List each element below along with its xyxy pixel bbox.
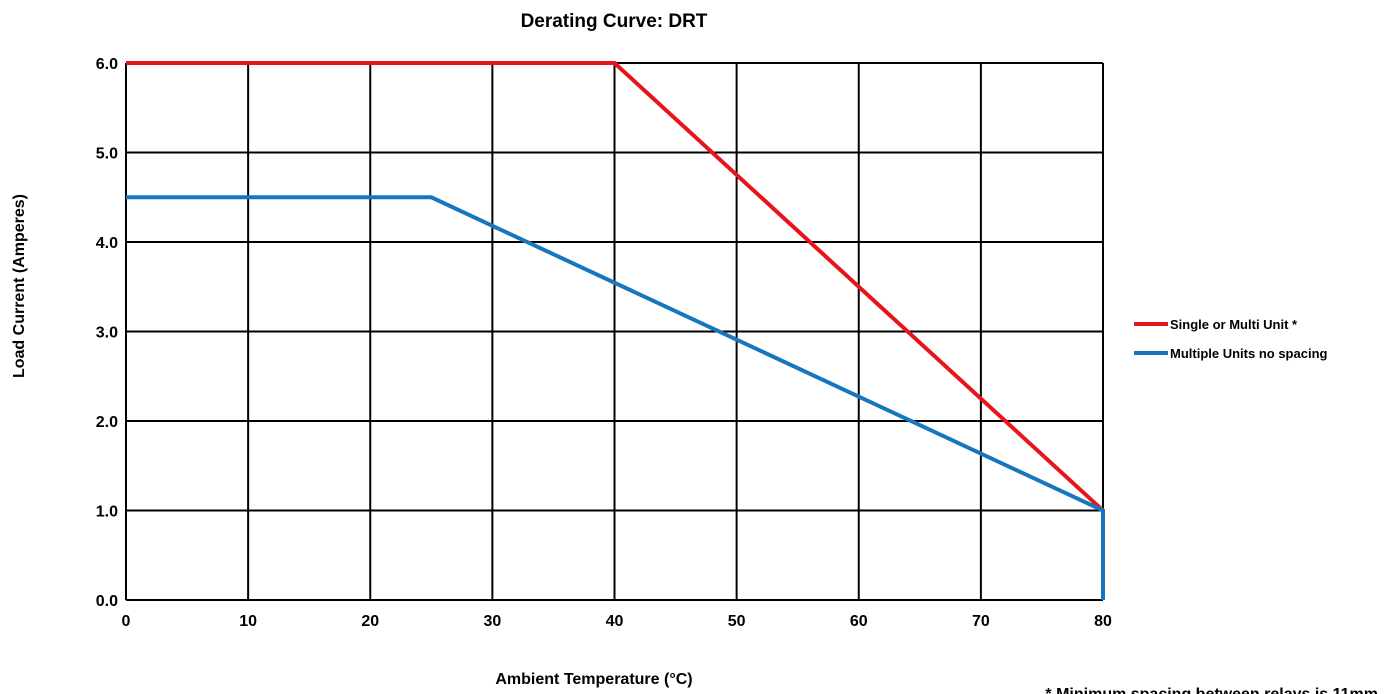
y-tick-label: 6.0 — [96, 56, 118, 73]
x-tick-label: 60 — [850, 613, 868, 630]
y-axis-ticks: 0.0 1.0 2.0 3.0 4.0 5.0 6.0 — [96, 56, 118, 610]
series-layer — [126, 61, 1105, 600]
legend-label: Single or Multi Unit * — [1170, 317, 1298, 332]
y-tick-label: 5.0 — [96, 146, 118, 163]
y-tick-label: 3.0 — [96, 325, 118, 342]
series-line-1 — [126, 61, 1105, 512]
x-axis-ticks: 0 10 20 30 40 50 60 70 80 — [122, 613, 1112, 630]
chart-title: Derating Curve: DRT — [521, 11, 708, 32]
x-tick-label: 10 — [239, 613, 257, 630]
x-tick-label: 30 — [483, 613, 501, 630]
y-axis-label: Load Current (Amperes) — [11, 194, 28, 378]
x-tick-label: 0 — [122, 613, 131, 630]
legend: Single or Multi Unit * Multiple Units no … — [1134, 317, 1328, 361]
x-tick-label: 20 — [361, 613, 379, 630]
x-tick-label: 50 — [728, 613, 746, 630]
y-tick-label: 0.0 — [96, 593, 118, 610]
footnote-annotation: * Minimum spacing between relays is 11mm — [1045, 686, 1378, 694]
x-tick-label: 40 — [606, 613, 624, 630]
series-line-2 — [126, 195, 1105, 600]
y-tick-label: 1.0 — [96, 504, 118, 521]
y-tick-label: 2.0 — [96, 414, 118, 431]
y-tick-label: 4.0 — [96, 235, 118, 252]
grid — [125, 62, 1104, 601]
x-tick-label: 70 — [972, 613, 990, 630]
x-tick-label: 80 — [1094, 613, 1112, 630]
legend-label: Multiple Units no spacing — [1170, 346, 1328, 361]
x-axis-label: Ambient Temperature (°C) — [495, 671, 692, 688]
